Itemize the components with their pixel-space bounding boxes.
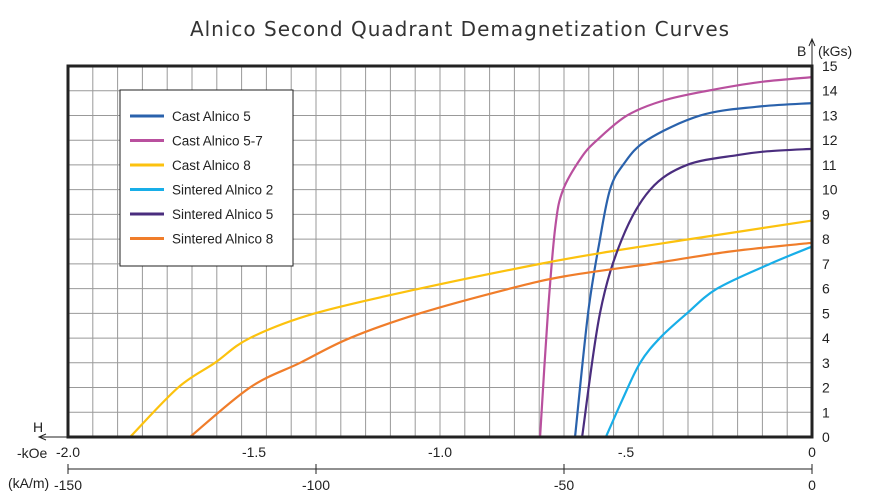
legend: Cast Alnico 5 Cast Alnico 5-7 Cast Alnico … [119, 89, 294, 267]
x-arrow-head-icon [37, 433, 47, 441]
series-line-cast-alnico-5-7 [538, 76, 813, 438]
y-tick-label: 2 [822, 380, 830, 396]
plot-frame [66, 64, 814, 439]
x-tick-label-primary: -2.0 [56, 444, 80, 460]
x-axis-unit-primary: -kOe [17, 445, 48, 461]
y-tick-label: 12 [822, 132, 838, 148]
x-tick-label-secondary: -150 [54, 477, 82, 493]
y-tick-label: 13 [822, 107, 838, 123]
x-ticks-primary: -2.0 -1.5 -1.0 -.5 0 [56, 444, 816, 460]
y-tick-label: 14 [822, 83, 838, 99]
y-arrow-head-icon [808, 37, 816, 47]
y-tick-label: 11 [822, 157, 837, 173]
curves [129, 76, 813, 438]
legend-label-cast-alnico-5-7: Cast Alnico 5-7 [172, 134, 263, 149]
series-line-sintered-alnico-5 [581, 147, 813, 438]
x-tick-label-secondary: -100 [302, 477, 330, 493]
y-tick-label: 4 [822, 330, 830, 346]
y-tick-label: 15 [822, 58, 838, 74]
legend-label-sintered-alnico-2: Sintered Alnico 2 [172, 183, 273, 198]
y-tick-label: 5 [822, 305, 830, 321]
legend-label-sintered-alnico-5: Sintered Alnico 5 [172, 207, 273, 222]
y-axis-unit: (kGs) [818, 43, 852, 59]
x-tick-label-primary: -1.0 [428, 444, 452, 460]
x-axis-label: H [33, 419, 43, 435]
y-tick-label: 10 [822, 182, 838, 198]
y-axis-label: B [797, 43, 806, 59]
y-tick-label: 0 [822, 429, 830, 445]
y-tick-label: 8 [822, 231, 830, 247]
x-tick-label-primary: -1.5 [242, 444, 266, 460]
y-tick-label: 7 [822, 256, 830, 272]
y-tick-label: 3 [822, 355, 830, 371]
x-ticks-secondary: -150 -100 -50 0 [54, 464, 816, 493]
legend-label-sintered-alnico-8: Sintered Alnico 8 [172, 232, 273, 247]
chart-title: Alnico Second Quadrant Demagnetization C… [190, 17, 730, 41]
x-tick-label-primary: 0 [808, 444, 816, 460]
y-tick-label: 9 [822, 206, 830, 222]
x-axis-unit-secondary: (kA/m) [8, 475, 49, 491]
series-line-sintered-alnico-2 [604, 245, 813, 438]
y-tick-label: 1 [822, 404, 830, 420]
legend-label-cast-alnico-8: Cast Alnico 8 [172, 158, 251, 173]
legend-label-cast-alnico-5: Cast Alnico 5 [172, 109, 251, 124]
x-tick-label-secondary: 0 [808, 477, 816, 493]
x-tick-label-primary: -.5 [618, 444, 635, 460]
y-tick-label: 6 [822, 281, 830, 297]
series-line-sintered-alnico-8 [189, 241, 813, 438]
series-line-cast-alnico-8 [129, 219, 813, 438]
series-line-cast-alnico-5 [573, 102, 813, 438]
x-tick-label-secondary: -50 [554, 477, 574, 493]
